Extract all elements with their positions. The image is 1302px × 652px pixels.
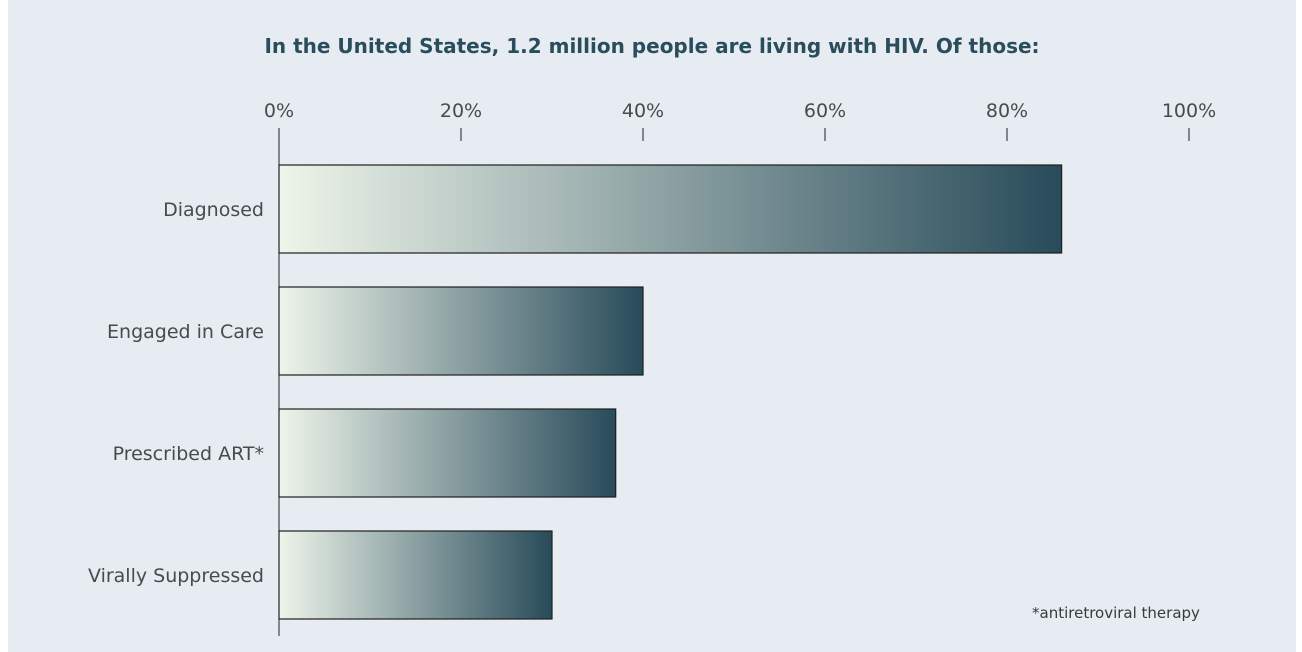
footnote: *antiretroviral therapy: [1032, 604, 1200, 622]
bar-virally-suppressed: [278, 530, 553, 620]
x-tick-label: 60%: [804, 100, 846, 122]
category-label: Engaged in Care: [107, 321, 264, 343]
x-tick-label: 100%: [1162, 100, 1216, 122]
category-label: Diagnosed: [163, 199, 264, 221]
x-tick-label: 0%: [264, 100, 294, 122]
chart-title: In the United States, 1.2 million people…: [264, 34, 1040, 58]
bar-engaged-in-care: [278, 286, 644, 376]
x-tick-label: 20%: [440, 100, 482, 122]
x-tick-label: 40%: [622, 100, 664, 122]
category-label: Prescribed ART*: [113, 443, 264, 465]
x-tick-label: 80%: [986, 100, 1028, 122]
bar-prescribed-art: [278, 408, 617, 498]
category-label: Virally Suppressed: [88, 565, 264, 587]
chart-panel: [8, 0, 1296, 652]
bar-diagnosed: [278, 164, 1063, 254]
